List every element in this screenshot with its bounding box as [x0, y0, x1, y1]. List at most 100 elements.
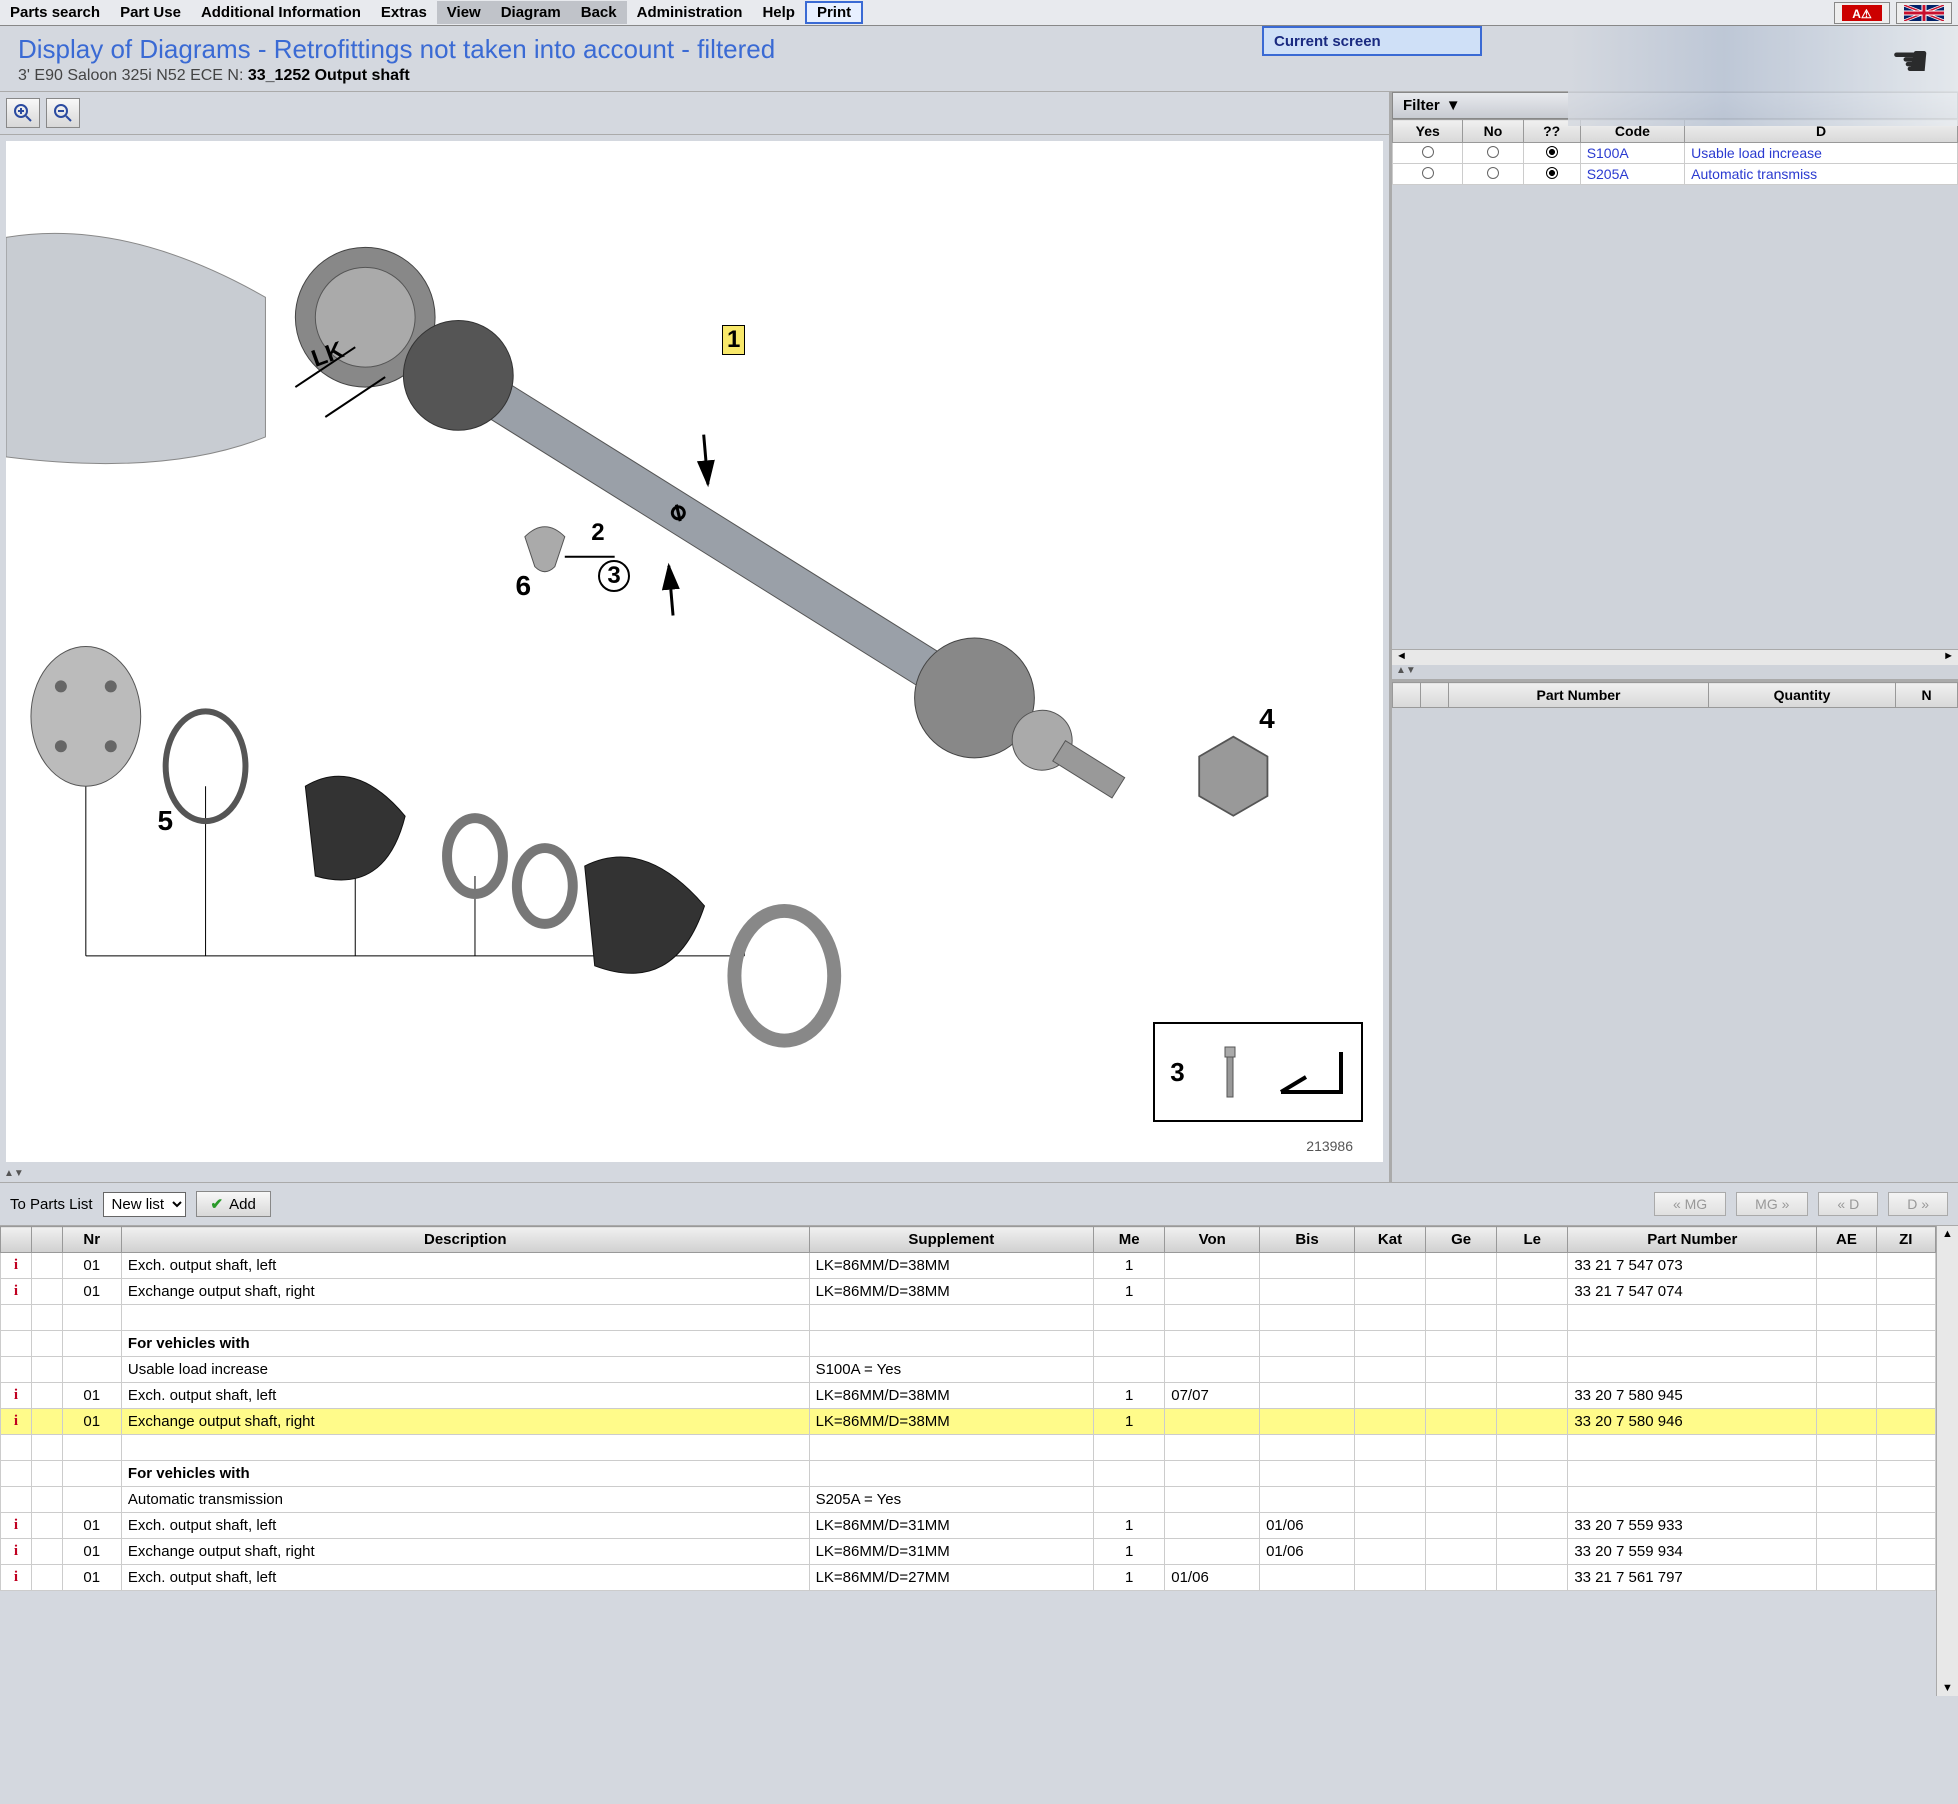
filter-radio-no[interactable] — [1463, 143, 1523, 164]
zoom-out-icon — [53, 103, 73, 123]
grid-col-ge[interactable]: Ge — [1426, 1227, 1497, 1253]
grid-col-ae[interactable]: AE — [1817, 1227, 1876, 1253]
part-pane-header-table: Part NumberQuantityN — [1392, 682, 1958, 708]
filter-radio-no[interactable] — [1463, 164, 1523, 185]
grid-col-von[interactable]: Von — [1165, 1227, 1260, 1253]
menu-view[interactable]: View — [437, 1, 491, 24]
grid-row[interactable]: For vehicles with — [1, 1331, 1936, 1357]
grid-row[interactable]: i01Exch. output shaft, leftLK=86MM/D=38M… — [1, 1383, 1936, 1409]
menu-additional-information[interactable]: Additional Information — [191, 1, 371, 24]
parts-grid-vscroll[interactable]: ▲▼ — [1936, 1226, 1958, 1696]
grid-row[interactable]: i01Exchange output shaft, rightLK=86MM/D… — [1, 1409, 1936, 1435]
grid-col-part-number[interactable]: Part Number — [1568, 1227, 1817, 1253]
filter-col-??[interactable]: ?? — [1523, 120, 1580, 143]
filter-code[interactable]: S205A — [1580, 164, 1684, 185]
menu-help[interactable]: Help — [752, 1, 805, 24]
part-col[interactable]: Part Number — [1449, 683, 1709, 708]
callout-2[interactable]: 2 — [591, 519, 604, 547]
grid-cell-pn — [1568, 1487, 1817, 1513]
zoom-out-button[interactable] — [46, 98, 80, 128]
add-button[interactable]: ✔ Add — [196, 1191, 271, 1217]
grid-row[interactable]: i01Exchange output shaft, rightLK=86MM/D… — [1, 1279, 1936, 1305]
flag-uk-icon[interactable] — [1896, 2, 1952, 24]
parts-list-toolbar: To Parts List New list ✔ Add « MG MG » «… — [0, 1182, 1958, 1226]
menu-back[interactable]: Back — [571, 1, 627, 24]
grid-col-kat[interactable]: Kat — [1354, 1227, 1425, 1253]
filter-pane-resize-arrows[interactable]: ▲▼ — [1392, 665, 1958, 679]
grid-col-le[interactable]: Le — [1497, 1227, 1568, 1253]
menu-print[interactable]: Print — [805, 1, 863, 24]
grid-row[interactable]: Automatic transmissionS205A = Yes — [1, 1487, 1936, 1513]
grid-col-supplement[interactable]: Supplement — [809, 1227, 1094, 1253]
grid-col-blank1[interactable] — [31, 1227, 62, 1253]
filter-row[interactable]: S100AUsable load increase — [1393, 143, 1958, 164]
callout-6[interactable]: 6 — [515, 570, 531, 602]
grid-col-zi[interactable]: ZI — [1876, 1227, 1935, 1253]
grid-row[interactable]: For vehicles with — [1, 1461, 1936, 1487]
nav-d-next[interactable]: D » — [1888, 1192, 1948, 1216]
diagram-image[interactable]: LK — [6, 141, 1383, 1162]
grid-cell-pn — [1568, 1331, 1817, 1357]
menu-administration[interactable]: Administration — [627, 1, 753, 24]
grid-row[interactable] — [1, 1435, 1936, 1461]
filter-radio-qq[interactable] — [1523, 164, 1580, 185]
grid-row[interactable]: i01Exch. output shaft, leftLK=86MM/D=38M… — [1, 1253, 1936, 1279]
filter-col-no[interactable]: No — [1463, 120, 1523, 143]
info-icon[interactable]: i — [1, 1409, 32, 1435]
grid-cell-pn — [1568, 1461, 1817, 1487]
grid-row[interactable]: Usable load increaseS100A = Yes — [1, 1357, 1936, 1383]
parts-grid[interactable]: NrDescriptionSupplementMeVonBisKatGeLePa… — [0, 1226, 1936, 1591]
info-icon[interactable]: i — [1, 1539, 32, 1565]
info-icon[interactable]: i — [1, 1565, 32, 1591]
callout-4[interactable]: 4 — [1259, 703, 1275, 735]
callout-3[interactable]: 3 — [598, 560, 630, 592]
diagram-pane-resize-arrows[interactable]: ▲▼ — [0, 1168, 1389, 1182]
grid-row[interactable]: i01Exch. output shaft, leftLK=86MM/D=31M… — [1, 1513, 1936, 1539]
grid-cell-le — [1497, 1539, 1568, 1565]
grid-col-description[interactable]: Description — [121, 1227, 809, 1253]
grid-col-blank0[interactable] — [1, 1227, 32, 1253]
filter-code[interactable]: S100A — [1580, 143, 1684, 164]
grid-col-nr[interactable]: Nr — [62, 1227, 121, 1253]
grid-cell-desc: Exchange output shaft, right — [121, 1539, 809, 1565]
filter-hscroll[interactable]: ◄► — [1392, 649, 1958, 665]
menu-part-use[interactable]: Part Use — [110, 1, 191, 24]
filter-radio-qq[interactable] — [1523, 143, 1580, 164]
callout-5[interactable]: 5 — [157, 805, 173, 837]
grid-row[interactable] — [1, 1305, 1936, 1331]
filter-header[interactable]: Filter ▼ — [1392, 92, 1958, 119]
parts-list-select[interactable]: New list — [103, 1192, 186, 1217]
filter-radio-yes[interactable] — [1393, 143, 1463, 164]
flag-warning-icon[interactable]: A⚠ — [1834, 2, 1890, 24]
nav-mg-next[interactable]: MG » — [1736, 1192, 1808, 1216]
callout-1[interactable]: 1 — [722, 325, 745, 355]
menu-diagram[interactable]: Diagram — [491, 1, 571, 24]
nav-d-prev[interactable]: « D — [1818, 1192, 1878, 1216]
menu-parts-search[interactable]: Parts search — [0, 1, 110, 24]
grid-cell-desc: Exchange output shaft, right — [121, 1409, 809, 1435]
grid-cell-nr: 01 — [62, 1539, 121, 1565]
info-icon[interactable]: i — [1, 1383, 32, 1409]
info-icon[interactable]: i — [1, 1253, 32, 1279]
grid-col-me[interactable]: Me — [1094, 1227, 1165, 1253]
info-icon[interactable]: i — [1, 1279, 32, 1305]
info-icon[interactable]: i — [1, 1513, 32, 1539]
nav-mg-prev[interactable]: « MG — [1654, 1192, 1726, 1216]
part-col[interactable] — [1421, 683, 1449, 708]
filter-radio-yes[interactable] — [1393, 164, 1463, 185]
grid-cell-ae — [1817, 1253, 1876, 1279]
filter-col-yes[interactable]: Yes — [1393, 120, 1463, 143]
menu-extras[interactable]: Extras — [371, 1, 437, 24]
part-col[interactable]: Quantity — [1709, 683, 1896, 708]
part-col[interactable]: N — [1896, 683, 1958, 708]
grid-col-bis[interactable]: Bis — [1260, 1227, 1355, 1253]
zoom-in-button[interactable] — [6, 98, 40, 128]
filter-row[interactable]: S205AAutomatic transmiss — [1393, 164, 1958, 185]
filter-col-code[interactable]: Code — [1580, 120, 1684, 143]
print-submenu-current-screen[interactable]: Current screen — [1262, 26, 1482, 56]
grid-row[interactable]: i01Exch. output shaft, leftLK=86MM/D=27M… — [1, 1565, 1936, 1591]
grid-cell-bis: 01/06 — [1260, 1513, 1355, 1539]
part-col[interactable] — [1393, 683, 1421, 708]
filter-col-d[interactable]: D — [1685, 120, 1958, 143]
grid-row[interactable]: i01Exchange output shaft, rightLK=86MM/D… — [1, 1539, 1936, 1565]
